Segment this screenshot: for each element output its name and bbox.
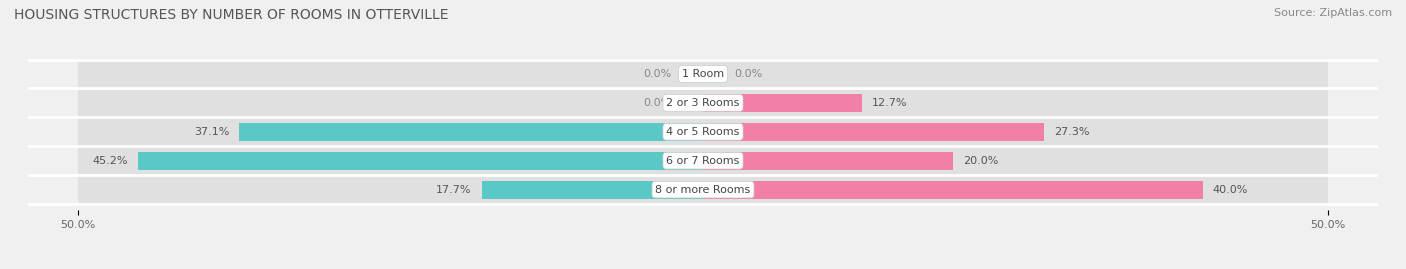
Bar (703, 181, 1204, 199)
Text: 1 Room: 1 Room (682, 69, 724, 79)
Bar (79, 146, 1327, 176)
Text: 6 or 7 Rooms: 6 or 7 Rooms (666, 156, 740, 166)
Text: 27.3%: 27.3% (1054, 127, 1090, 137)
Text: 37.1%: 37.1% (194, 127, 229, 137)
Text: 2 or 3 Rooms: 2 or 3 Rooms (666, 98, 740, 108)
Text: 0.0%: 0.0% (644, 69, 672, 79)
Bar (703, 94, 862, 112)
Text: 40.0%: 40.0% (1213, 185, 1249, 194)
Text: 0.0%: 0.0% (644, 98, 672, 108)
Bar (79, 59, 1327, 89)
Bar (79, 116, 1327, 147)
Bar (703, 152, 953, 170)
Bar (79, 174, 1327, 205)
Text: 12.7%: 12.7% (872, 98, 907, 108)
Text: 45.2%: 45.2% (93, 156, 128, 166)
Text: 17.7%: 17.7% (436, 185, 472, 194)
Bar (239, 123, 703, 141)
Bar (703, 123, 1045, 141)
Bar (482, 181, 703, 199)
Text: 20.0%: 20.0% (963, 156, 998, 166)
Text: 4 or 5 Rooms: 4 or 5 Rooms (666, 127, 740, 137)
Text: Source: ZipAtlas.com: Source: ZipAtlas.com (1274, 8, 1392, 18)
Text: 0.0%: 0.0% (734, 69, 762, 79)
Text: 8 or more Rooms: 8 or more Rooms (655, 185, 751, 194)
Bar (138, 152, 703, 170)
Text: HOUSING STRUCTURES BY NUMBER OF ROOMS IN OTTERVILLE: HOUSING STRUCTURES BY NUMBER OF ROOMS IN… (14, 8, 449, 22)
Bar (79, 88, 1327, 118)
